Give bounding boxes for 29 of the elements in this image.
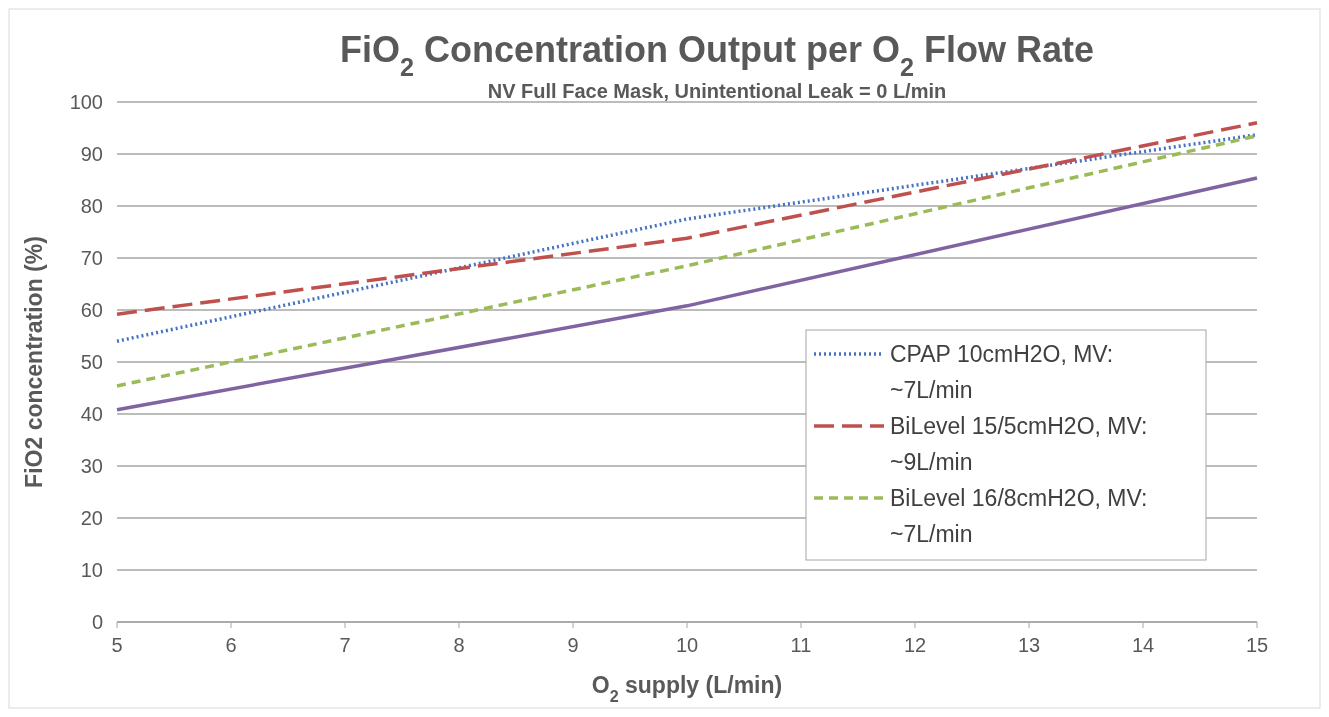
x-tick-label: 5 <box>111 634 123 656</box>
y-tick-label: 90 <box>80 143 103 165</box>
y-tick-label: 50 <box>80 351 103 373</box>
x-tick-label: 13 <box>1017 634 1041 656</box>
x-tick-label: 14 <box>1131 634 1155 656</box>
y-axis-title: FiO2 concentration (%) <box>21 236 47 488</box>
x-tick-label: 7 <box>339 634 351 656</box>
x-tick-label: 11 <box>790 634 812 656</box>
x-tick-label: 15 <box>1245 634 1269 656</box>
x-axis-title: O$_{2}$ supply (L/min) <box>591 672 783 705</box>
y-tick-label: 70 <box>80 247 103 269</box>
y-tick-label: 80 <box>80 195 103 217</box>
x-tick-label: 10 <box>675 634 699 656</box>
chart-subtitle: NV Full Face Mask, Unintentional Leak = 0 L/min <box>487 80 947 102</box>
y-tick-label: 0 <box>91 611 103 633</box>
y-tick-label: 40 <box>80 403 103 425</box>
legend-label: BiLevel 15/5cmH2O, MV: ~9L/min <box>890 413 1148 475</box>
y-tick-label: 60 <box>80 299 103 321</box>
legend-label: BiLevel 16/8cmH2O, MV: ~7L/min <box>890 485 1148 547</box>
y-tick-label: 30 <box>80 455 103 477</box>
legend-label: CPAP 10cmH2O, MV: ~7L/min <box>890 341 1114 403</box>
x-tick-label: 9 <box>567 634 579 656</box>
y-tick-label: 10 <box>80 559 103 581</box>
y-tick-label: 100 <box>69 91 103 113</box>
x-tick-label: 6 <box>225 634 237 656</box>
y-tick-label: 20 <box>80 507 103 529</box>
x-tick-label: 8 <box>453 634 465 656</box>
x-tick-label: 12 <box>903 634 927 656</box>
chart-title: FiO$_{2}$ Concentration Output per O$_{2}$ Flow Rate <box>339 29 1095 81</box>
